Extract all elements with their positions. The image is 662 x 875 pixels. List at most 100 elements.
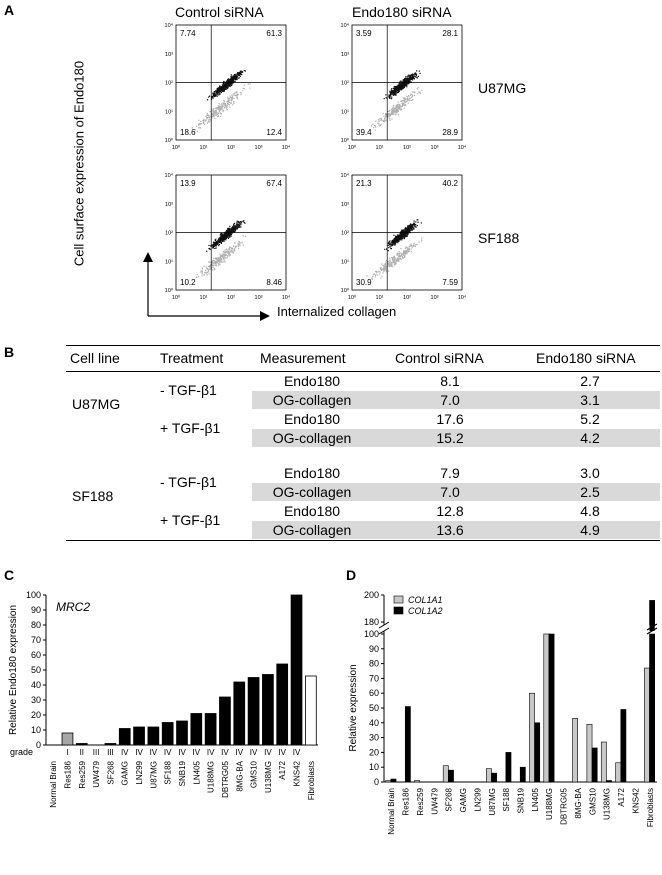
flow-dot-black	[224, 83, 226, 85]
flow-dot-black	[218, 90, 220, 93]
flow-dot-gray	[392, 106, 394, 108]
flow-dot-gray	[390, 113, 392, 116]
flow-dot-black	[411, 225, 413, 227]
flow-dot-black	[239, 75, 241, 77]
flow-dot-gray	[399, 104, 401, 106]
table-measurement: OG-collagen	[272, 522, 352, 538]
flow-dot-gray	[222, 110, 224, 112]
d-category-label: SNB19	[517, 787, 526, 813]
flow-dot-black	[403, 80, 405, 82]
flow-dot-black	[407, 232, 409, 235]
flow-dot-gray	[201, 270, 203, 272]
flow-dot-gray	[396, 260, 398, 262]
flow-dot-gray	[237, 242, 239, 244]
flow-dot-gray	[390, 112, 392, 114]
d-bar	[620, 709, 627, 783]
flow-dot-gray	[227, 250, 229, 252]
flow-dot-black	[413, 227, 415, 229]
flow-dot-black	[230, 85, 232, 87]
c-bar-U188MG	[204, 713, 217, 746]
d-bar-COL1A2-Normal Brain	[390, 778, 397, 783]
d-bar	[404, 706, 411, 783]
flow-dot-black	[224, 232, 226, 234]
c-category-label: A172	[278, 760, 287, 779]
flow-dot-black	[398, 240, 400, 242]
flow-dot-gray	[198, 123, 200, 125]
table-cell-line: U87MG	[72, 396, 121, 412]
flow-dot-black	[237, 74, 239, 76]
flow-y-tick: 10¹	[165, 259, 173, 265]
flow-dot-black	[233, 231, 235, 233]
flow-dot-black	[212, 96, 214, 98]
c-grade-tick: IV	[264, 748, 272, 757]
flow-dot-black	[229, 84, 231, 86]
flow-dot-black	[398, 238, 400, 240]
flow-quadrant-ll: 30.9	[356, 278, 372, 287]
flow-dot-black	[218, 88, 221, 90]
flow-dot-black	[219, 237, 222, 239]
flow-dot-black	[239, 72, 241, 75]
flow-dot-gray	[223, 261, 225, 263]
flow-dot-black	[242, 220, 244, 222]
c-category-label: DBTRG05	[221, 760, 230, 797]
flow-dot-black	[234, 227, 236, 229]
flow-dot-gray	[214, 264, 216, 266]
flow-dot-black	[388, 247, 390, 249]
flow-dot-black	[405, 83, 407, 85]
flow-dot-gray	[409, 245, 411, 247]
c-category-label: Res259	[78, 760, 87, 788]
flow-dot-gray	[411, 246, 413, 248]
table-control-value: 13.6	[436, 522, 464, 538]
flow-dot-black	[209, 248, 211, 250]
flow-dot-gray	[209, 265, 211, 267]
flow-dot-gray	[421, 237, 423, 239]
flow-dot-gray	[408, 245, 410, 247]
flow-dot-gray	[203, 265, 205, 267]
flow-dot-black	[228, 82, 230, 84]
flow-dot-gray	[225, 106, 227, 108]
flow-dot-gray	[226, 250, 228, 252]
flow-dot-black	[399, 238, 401, 240]
flow-dot-black	[404, 233, 406, 236]
d-legend-swatch	[393, 595, 404, 604]
d-bar	[615, 762, 622, 783]
flow-dot-gray	[389, 259, 391, 261]
flow-dot-gray	[389, 257, 391, 259]
flow-dot-black	[393, 91, 395, 93]
flow-dot-gray	[418, 241, 420, 243]
flow-dot-black	[393, 90, 395, 92]
flow-dot-gray	[384, 117, 386, 119]
flow-dot-gray	[389, 115, 391, 117]
flow-dot-gray	[410, 99, 412, 101]
flow-dot-black	[408, 79, 410, 82]
flow-dot-black	[404, 81, 407, 83]
flow-dot-black	[227, 83, 229, 85]
flow-dot-black	[395, 88, 397, 90]
flow-dot-black	[409, 81, 412, 83]
table-treatment: + TGF-β1	[160, 512, 221, 528]
flow-dot-black	[211, 244, 213, 246]
flow-dot-gray	[214, 107, 216, 109]
flow-y-tick: 10³	[165, 202, 173, 208]
flow-dot-gray	[395, 106, 398, 108]
flow-dot-black	[236, 226, 239, 228]
flow-dot-black	[237, 77, 239, 79]
flow-dot-black	[236, 75, 238, 77]
flow-dot-gray	[220, 113, 222, 115]
flow-dot-gray	[202, 268, 204, 270]
flow-dot-black	[226, 87, 228, 89]
flow-dot-black	[410, 227, 412, 229]
flow-dot-gray	[223, 106, 226, 108]
flow-dot-black	[222, 90, 224, 92]
flow-dot-gray	[409, 244, 411, 246]
flow-dot-gray	[412, 91, 414, 93]
flow-dot-gray	[244, 235, 247, 237]
flow-dot-gray	[410, 93, 412, 95]
flow-dot-gray	[203, 274, 205, 276]
flow-dot-gray	[398, 107, 400, 109]
flow-dot-black	[240, 73, 242, 75]
flow-dot-gray	[226, 106, 228, 108]
flow-dot-gray	[390, 109, 392, 111]
flow-dot-black	[230, 229, 232, 231]
